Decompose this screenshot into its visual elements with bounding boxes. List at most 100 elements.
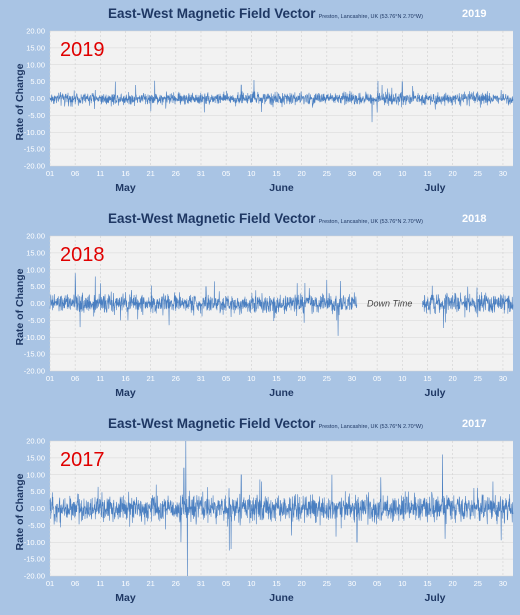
chart-title: East-West Magnetic Field Vector Preston, … [108,211,423,226]
y-tick-label: 0.00 [30,504,45,513]
x-tick-label: 26 [172,579,180,588]
x-tick-label: 05 [373,374,381,383]
chart-title: East-West Magnetic Field Vector Preston, … [108,416,423,431]
month-label: June [269,387,294,399]
x-tick-label: 15 [272,169,280,178]
month-label: July [424,182,445,194]
x-tick-label: 25 [323,579,331,588]
y-tick-label: 10.00 [26,470,45,479]
y-tick-label: 5.00 [30,282,45,291]
x-tick-label: 25 [474,169,482,178]
y-tick-label: 20.00 [26,437,45,446]
y-tick-label: 5.00 [30,487,45,496]
y-tick-label: 10.00 [26,60,45,69]
chart-title: East-West Magnetic Field Vector Preston, … [108,6,423,21]
x-tick-label: 01 [46,169,54,178]
y-tick-label: -15.00 [24,350,45,359]
x-tick-label: 20 [448,374,456,383]
x-tick-label: 10 [398,579,406,588]
x-tick-label: 20 [297,579,305,588]
x-tick-label: 16 [121,374,129,383]
month-label: July [424,387,445,399]
x-tick-label: 20 [448,169,456,178]
series-line [49,80,514,123]
y-tick-label: 5.00 [30,77,45,86]
x-tick-label: 30 [499,374,507,383]
x-tick-label: 26 [172,374,180,383]
x-tick-label: 10 [398,169,406,178]
y-tick-label: 10.00 [26,265,45,274]
x-tick-label: 06 [71,374,79,383]
x-tick-label: 06 [71,169,79,178]
x-tick-label: 25 [323,374,331,383]
x-tick-label: 05 [222,169,230,178]
y-tick-label: 0.00 [30,94,45,103]
x-tick-label: 05 [373,169,381,178]
y-tick-label: -10.00 [24,538,45,547]
x-tick-label: 16 [121,169,129,178]
year-label: 2017 [462,418,487,430]
month-label: May [115,592,136,604]
y-tick-label: 15.00 [26,43,45,52]
x-tick-label: 21 [146,579,154,588]
x-tick-label: 15 [272,374,280,383]
x-tick-label: 10 [398,374,406,383]
x-tick-label: 16 [121,579,129,588]
x-tick-label: 30 [348,169,356,178]
chart-2019: 20.00 15.00 10.00 5.00 0.00 -5.00 -10.00 -15.00… [24,27,514,194]
x-tick-label: 15 [423,374,431,383]
x-tick-label: 10 [247,374,255,383]
x-tick-label: 26 [172,169,180,178]
chart-subtitle: Preston, Lancashire, UK (53.76°N 2.70°W) [318,424,423,430]
month-label: June [269,592,294,604]
x-tick-label: 15 [272,579,280,588]
y-tick-label: -15.00 [24,555,45,564]
x-tick-label: 25 [323,169,331,178]
downtime-annotation: Down Time [367,299,412,309]
y-tick-label: -5.00 [28,521,45,530]
x-tick-label: 30 [348,579,356,588]
x-tick-label: 05 [222,374,230,383]
x-tick-label: 01 [46,374,54,383]
y-tick-label: -10.00 [24,333,45,342]
y-tick-label: -5.00 [28,316,45,325]
year-overlay-label: 2017 [60,449,105,471]
chart-2018: 20.00 15.00 10.00 5.00 0.00 -5.00 -10.00 -15.00… [24,232,514,399]
year-label: 2018 [462,213,487,225]
y-tick-label: -20.00 [24,162,45,171]
month-label: July [424,592,445,604]
series-line [49,440,514,577]
month-label: May [115,387,136,399]
x-tick-label: 30 [499,579,507,588]
x-tick-label: 11 [96,374,104,383]
series-line [49,273,514,336]
year-overlay-label: 2019 [60,39,105,61]
y-tick-label: -5.00 [28,111,45,120]
x-tick-label: 21 [146,374,154,383]
x-tick-label: 05 [222,579,230,588]
x-tick-label: 15 [423,169,431,178]
x-tick-label: 10 [247,579,255,588]
x-tick-label: 20 [297,169,305,178]
x-tick-label: 15 [423,579,431,588]
x-tick-label: 20 [448,579,456,588]
chart-subtitle: Preston, Lancashire, UK (53.76°N 2.70°W) [318,219,423,225]
x-tick-label: 06 [71,579,79,588]
chart-panel-2017: East-West Magnetic Field Vector Preston, … [0,410,520,615]
x-tick-label: 10 [247,169,255,178]
x-tick-label: 31 [197,374,205,383]
x-tick-label: 30 [348,374,356,383]
x-tick-label: 01 [46,579,54,588]
x-tick-label: 05 [373,579,381,588]
chart-2017: 20.00 15.00 10.00 5.00 0.00 -5.00 -10.00 -15.00… [24,437,514,604]
y-tick-label: -15.00 [24,145,45,154]
x-tick-label: 31 [197,169,205,178]
x-tick-label: 21 [146,169,154,178]
chart-panel-2018: East-West Magnetic Field Vector Preston, … [0,205,520,410]
y-tick-label: 15.00 [26,248,45,257]
y-tick-label: 20.00 [26,232,45,241]
year-overlay-label: 2018 [60,244,105,266]
month-label: May [115,182,136,194]
month-label: June [269,182,294,194]
year-label: 2019 [462,8,487,20]
